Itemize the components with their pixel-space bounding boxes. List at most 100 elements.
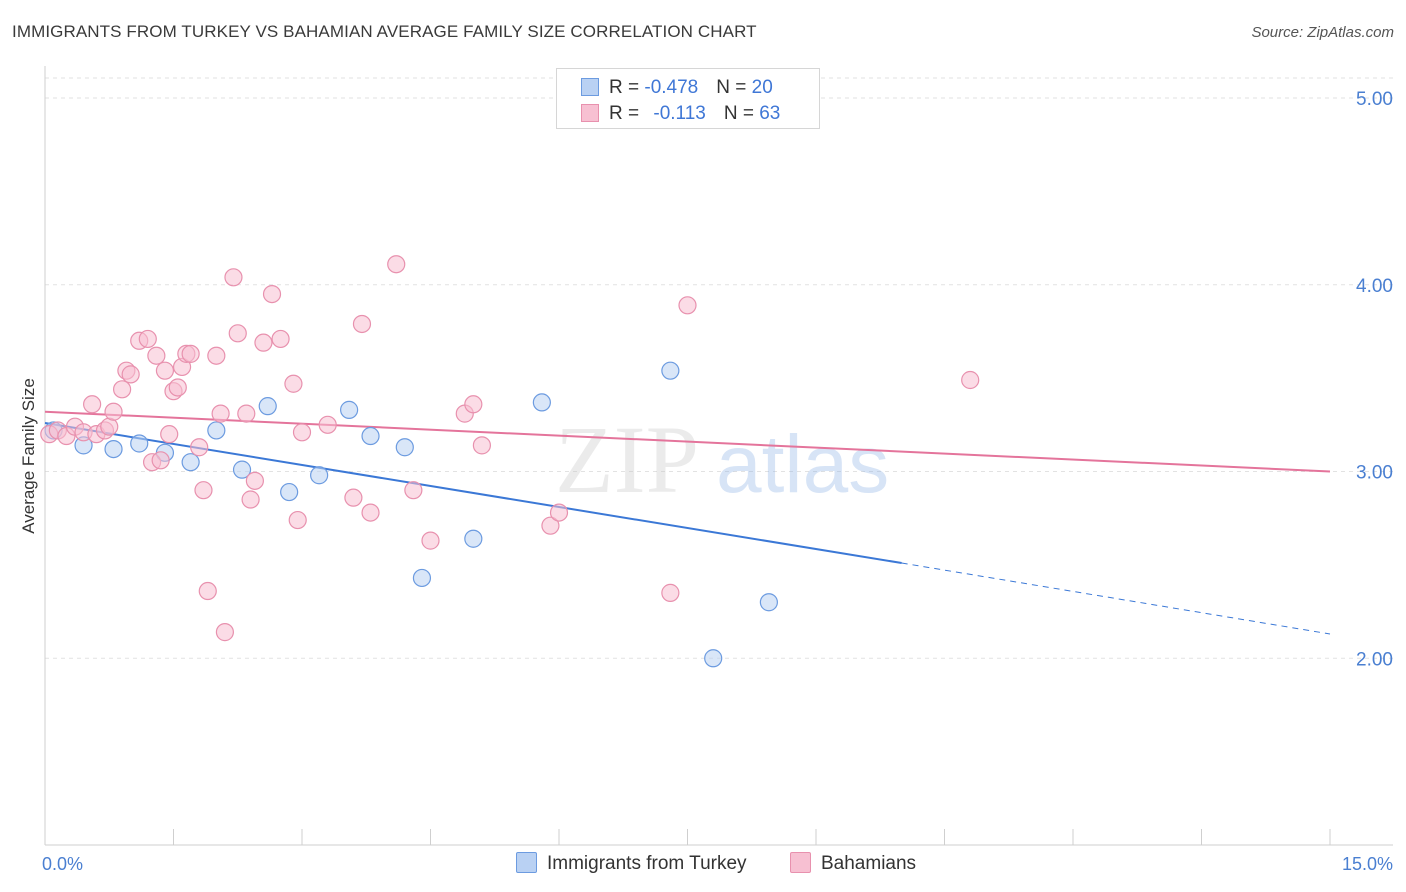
data-point-turkey bbox=[532, 393, 551, 412]
data-point-turkey bbox=[104, 439, 123, 459]
data-point-bahamians bbox=[215, 623, 234, 642]
data-point-bahamians bbox=[541, 516, 560, 535]
trend-lines bbox=[44, 410, 1331, 635]
data-point-turkey bbox=[661, 361, 680, 380]
data-point-bahamians bbox=[421, 531, 440, 550]
bottom-legend-turkey: Immigrants from Turkey bbox=[516, 852, 747, 875]
data-point-bahamians bbox=[344, 488, 363, 507]
data-point-turkey bbox=[280, 482, 299, 502]
data-point-bahamians bbox=[100, 417, 119, 436]
r-value-bahamians: -0.113 bbox=[653, 103, 706, 124]
r-value-turkey: -0.478 bbox=[644, 77, 699, 98]
r-label: R = bbox=[609, 77, 645, 98]
data-point-turkey bbox=[464, 529, 483, 548]
n-label: N = bbox=[723, 103, 760, 124]
y-axis-title: Average Family Size bbox=[19, 378, 38, 534]
data-point-bahamians bbox=[194, 481, 213, 500]
bahamians-legend-swatch bbox=[790, 852, 811, 873]
data-point-turkey bbox=[361, 426, 380, 446]
y-tick-label-4.00: 4.00 bbox=[1356, 276, 1393, 297]
data-point-bahamians bbox=[228, 324, 247, 343]
n-label: N = bbox=[716, 77, 752, 98]
data-point-bahamians bbox=[181, 344, 200, 363]
data-point-bahamians bbox=[549, 503, 569, 522]
data-point-turkey bbox=[759, 593, 778, 612]
data-point-bahamians bbox=[241, 490, 260, 509]
bahamians-swatch bbox=[581, 104, 599, 122]
data-point-bahamians bbox=[352, 314, 372, 334]
data-point-bahamians bbox=[112, 380, 132, 399]
source-label: Source: ZipAtlas.com bbox=[1251, 24, 1394, 41]
stats-legend: R = -0.478 N = 20 R = -0.113 N = 63 bbox=[556, 68, 820, 129]
data-point-bahamians bbox=[160, 425, 179, 444]
data-point-bahamians bbox=[961, 370, 980, 390]
data-point-turkey bbox=[395, 438, 414, 457]
data-point-bahamians bbox=[318, 415, 337, 434]
y-tick-labels: 2.00 3.00 4.00 5.00 bbox=[1356, 89, 1393, 670]
n-value-turkey: 20 bbox=[751, 77, 773, 98]
data-point-turkey bbox=[704, 649, 723, 668]
data-point-bahamians bbox=[292, 423, 312, 442]
data-point-bahamians bbox=[361, 503, 380, 522]
trend-line-extension-0 bbox=[901, 562, 1331, 635]
data-point-bahamians bbox=[155, 361, 175, 380]
data-point-bahamians bbox=[661, 583, 680, 602]
bottom-legend-bahamians: Bahamians bbox=[790, 852, 916, 875]
data-point-bahamians bbox=[387, 255, 406, 274]
data-point-bahamians bbox=[284, 374, 303, 393]
axes bbox=[44, 66, 1393, 846]
data-point-bahamians bbox=[83, 395, 102, 414]
turkey-swatch bbox=[581, 78, 599, 96]
data-point-turkey bbox=[232, 460, 252, 479]
data-point-turkey bbox=[310, 466, 329, 485]
data-point-bahamians bbox=[207, 346, 226, 365]
watermark: ZIP atlas bbox=[555, 406, 889, 513]
data-point-bahamians bbox=[254, 333, 273, 352]
y-tick-label-2.00: 2.00 bbox=[1356, 649, 1393, 670]
watermark-zip: ZIP bbox=[555, 406, 699, 513]
n-value-bahamians: 63 bbox=[759, 103, 781, 124]
stats-legend-row-bahamians: R = -0.113 N = 63 bbox=[581, 103, 780, 125]
data-point-bahamians bbox=[151, 451, 170, 470]
data-point-turkey bbox=[412, 568, 432, 588]
data-point-bahamians bbox=[147, 346, 166, 365]
data-point-bahamians bbox=[404, 481, 423, 500]
data-point-bahamians bbox=[168, 378, 187, 397]
data-point-turkey bbox=[340, 400, 359, 419]
data-points bbox=[40, 255, 980, 668]
data-point-bahamians bbox=[224, 268, 243, 287]
turkey-legend-swatch bbox=[516, 852, 537, 873]
data-point-bahamians bbox=[237, 404, 256, 423]
watermark-atlas: atlas bbox=[716, 419, 889, 510]
data-point-bahamians bbox=[104, 402, 123, 421]
turkey-legend-label: Immigrants from Turkey bbox=[547, 853, 747, 874]
data-point-bahamians bbox=[271, 329, 290, 349]
data-point-bahamians bbox=[121, 365, 140, 384]
trend-line-1 bbox=[44, 410, 1331, 473]
data-point-bahamians bbox=[472, 436, 491, 455]
data-point-bahamians bbox=[190, 438, 209, 457]
data-point-bahamians bbox=[138, 329, 157, 349]
r-label: R = bbox=[609, 103, 645, 124]
data-point-bahamians bbox=[211, 404, 230, 423]
data-point-turkey bbox=[258, 397, 277, 416]
trend-line-0 bbox=[44, 421, 902, 564]
data-point-bahamians bbox=[245, 471, 264, 490]
x-tick-label-max: 15.0% bbox=[1342, 854, 1393, 874]
data-point-bahamians bbox=[288, 510, 307, 530]
x-tick-label-min: 0.0% bbox=[42, 854, 83, 874]
y-tick-label-3.00: 3.00 bbox=[1356, 463, 1393, 484]
stats-legend-row-turkey: R = -0.478 N = 20 bbox=[581, 77, 773, 99]
grid-lines bbox=[45, 77, 1393, 659]
y-tick-label-5.00: 5.00 bbox=[1356, 89, 1393, 110]
chart-title: IMMIGRANTS FROM TURKEY VS BAHAMIAN AVERA… bbox=[12, 22, 757, 41]
data-point-turkey bbox=[130, 434, 149, 453]
data-point-turkey bbox=[181, 453, 200, 472]
data-point-bahamians bbox=[678, 296, 697, 315]
data-point-turkey bbox=[207, 421, 226, 440]
bahamians-legend-label: Bahamians bbox=[821, 853, 917, 874]
data-point-bahamians bbox=[464, 395, 483, 414]
data-point-bahamians bbox=[198, 581, 217, 601]
data-point-bahamians bbox=[262, 284, 282, 304]
